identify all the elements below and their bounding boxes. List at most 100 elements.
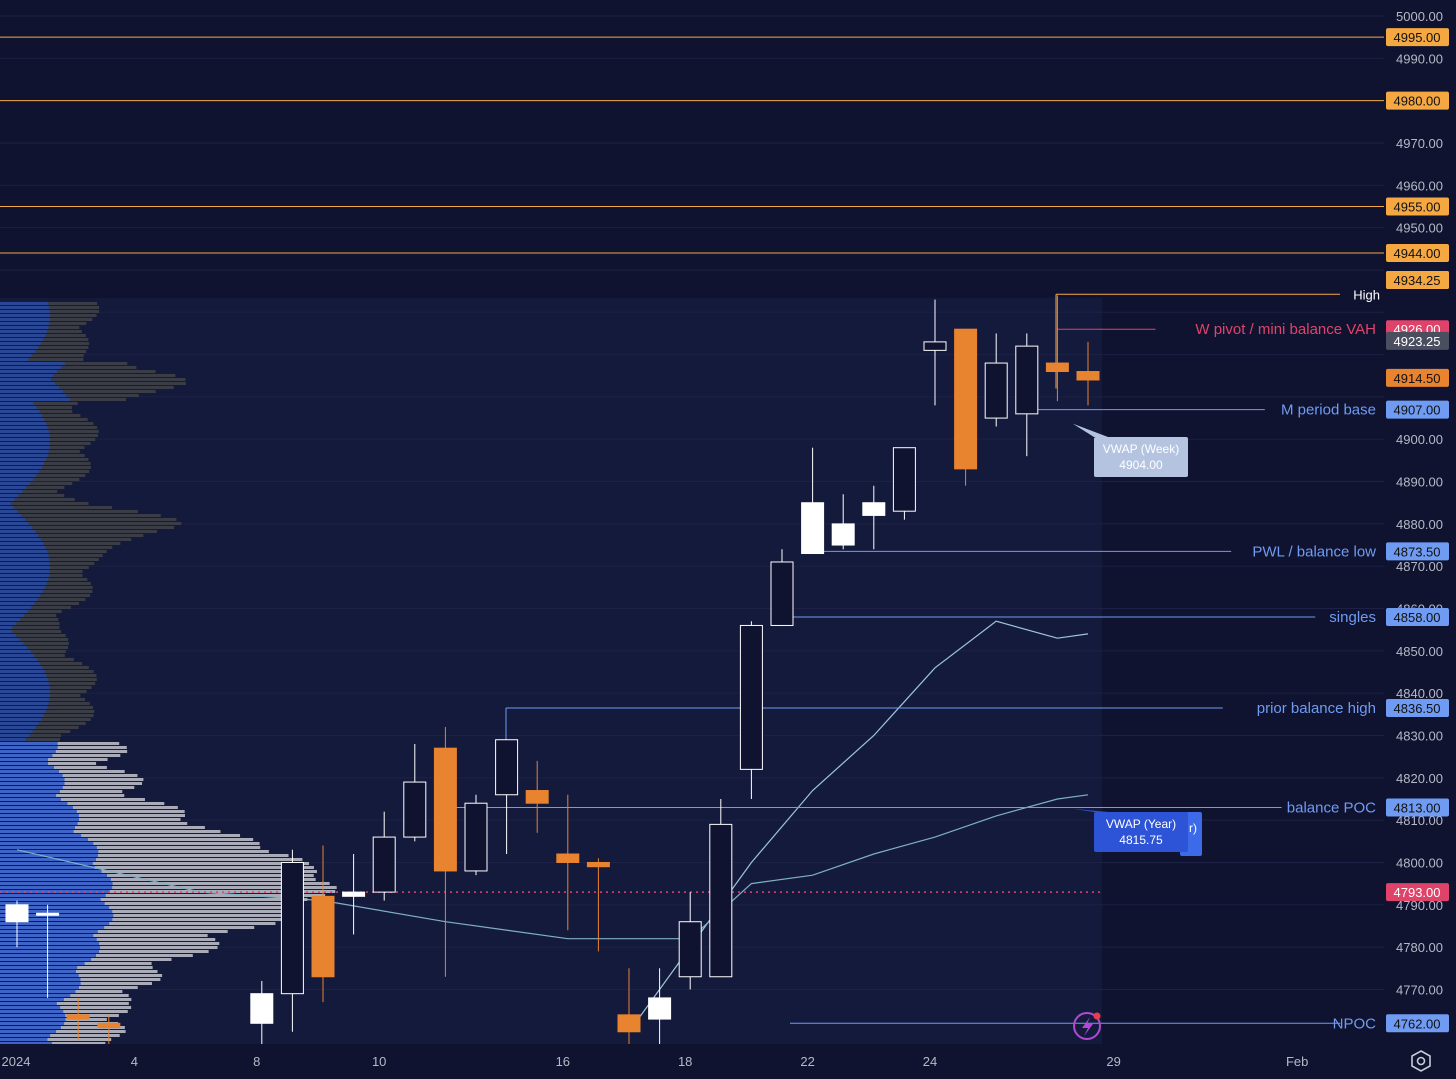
volume-bar-value-area: [0, 1022, 65, 1025]
candle[interactable]: [464, 794, 488, 876]
volume-bar-value-area: [0, 314, 50, 317]
volume-bar: [0, 478, 80, 481]
candle[interactable]: [372, 811, 396, 901]
candle-body-bull: [464, 802, 488, 872]
grid: [0, 15, 1384, 990]
candle[interactable]: [892, 447, 916, 520]
volume-bar-value-area: [0, 1002, 57, 1005]
candle[interactable]: [984, 333, 1008, 427]
candle[interactable]: [433, 727, 457, 977]
volume-bar: [0, 302, 98, 305]
volume-bar: [0, 510, 138, 513]
price-axis: 5000.00 4990.00 4970.00 4960.00 4950.00 4900.…: [1384, 0, 1456, 1044]
vwap-year-label: r) VWAP (Year) 4815.75: [1072, 808, 1202, 856]
candle-body-bear: [586, 861, 610, 868]
volume-bar: [0, 886, 337, 889]
volume-bar-value-area: [0, 938, 97, 941]
volume-bar: [0, 870, 318, 873]
time-tick-label: 10: [372, 1054, 386, 1069]
price-tick-label: 4870.00: [1396, 559, 1443, 574]
volume-bar-value-area: [0, 766, 55, 769]
candle[interactable]: [862, 485, 886, 550]
candle[interactable]: [678, 892, 702, 990]
volume-bar-value-area: [0, 610, 28, 613]
volume-bar: [0, 610, 62, 613]
candle[interactable]: [495, 739, 519, 855]
volume-bar-value-area: [0, 966, 78, 969]
candle[interactable]: [342, 854, 366, 935]
candle[interactable]: [923, 299, 947, 406]
volume-bar: [0, 354, 84, 357]
price-tag-label: 4934.25: [1394, 273, 1441, 288]
volume-bar: [0, 878, 316, 881]
volume-bar-value-area: [0, 642, 24, 645]
volume-bar-value-area: [0, 430, 49, 433]
candle[interactable]: [5, 900, 29, 948]
volume-bar-value-area: [0, 786, 63, 789]
candle[interactable]: [954, 328, 978, 486]
volume-bar-value-area: [0, 970, 76, 973]
vwap-value: 4904.00: [1119, 458, 1163, 472]
price-tag: [1386, 883, 1449, 902]
volume-bar-value-area: [0, 374, 53, 377]
candle[interactable]: [709, 798, 733, 978]
volume-bar-value-area: [0, 942, 100, 945]
candle[interactable]: [617, 968, 641, 1053]
volume-bar: [0, 1006, 132, 1009]
volume-bar-value-area: [0, 514, 22, 517]
candle[interactable]: [1076, 341, 1100, 406]
candle[interactable]: [556, 794, 580, 931]
price-tick-label: 4900.00: [1396, 432, 1443, 447]
candle[interactable]: [250, 980, 274, 1053]
candle[interactable]: [311, 845, 335, 1003]
candle[interactable]: [739, 621, 763, 799]
candle[interactable]: [1015, 333, 1039, 457]
chart-settings-button[interactable]: [1404, 1046, 1438, 1076]
candle[interactable]: [403, 743, 427, 842]
volume-bar-value-area: [0, 302, 49, 305]
volume-bar-value-area: [0, 862, 93, 865]
volume-bar-value-area: [0, 838, 88, 841]
candle[interactable]: [525, 760, 549, 833]
volume-bar: [0, 918, 290, 921]
volume-bar-value-area: [0, 626, 13, 629]
candle-body-bull: [280, 861, 304, 995]
price-tag: [1386, 244, 1449, 263]
volume-bar-value-area: [0, 726, 36, 729]
candle[interactable]: [586, 858, 610, 952]
volume-bar: [0, 674, 97, 677]
price-tag: [1386, 698, 1449, 717]
volume-bar: [0, 342, 90, 345]
volume-bar-value-area: [0, 306, 50, 309]
volume-bar: [0, 546, 113, 549]
candle[interactable]: [831, 494, 855, 550]
volume-bar: [0, 490, 58, 493]
volume-bar-value-area: [0, 674, 47, 677]
candle[interactable]: [770, 549, 794, 626]
volume-bar: [0, 734, 61, 737]
volume-bar-value-area: [0, 694, 50, 697]
volume-bar-value-area: [0, 406, 37, 409]
volume-bar-value-area: [0, 522, 29, 525]
volume-bar: [0, 402, 78, 405]
candle-body-bull: [250, 993, 274, 1024]
time-tick-label: 8: [253, 1054, 260, 1069]
price-tag: [1386, 368, 1449, 387]
candle[interactable]: [36, 904, 60, 998]
volume-bar: [0, 530, 157, 533]
volume-bar-value-area: [0, 618, 21, 621]
candle[interactable]: [1045, 295, 1069, 402]
candle[interactable]: [66, 997, 90, 1041]
volume-bar-value-area: [0, 382, 55, 385]
lightning-icon[interactable]: [1073, 1012, 1101, 1040]
volume-bar-value-area: [0, 882, 113, 885]
candle[interactable]: [801, 447, 825, 555]
candle[interactable]: [648, 968, 672, 1045]
volume-bar: [0, 910, 294, 913]
price-tag: [1386, 542, 1449, 561]
volume-bar-value-area: [0, 902, 105, 905]
candle-body-bear: [311, 895, 335, 978]
candle[interactable]: [280, 849, 304, 1032]
volume-bar-value-area: [0, 318, 50, 321]
